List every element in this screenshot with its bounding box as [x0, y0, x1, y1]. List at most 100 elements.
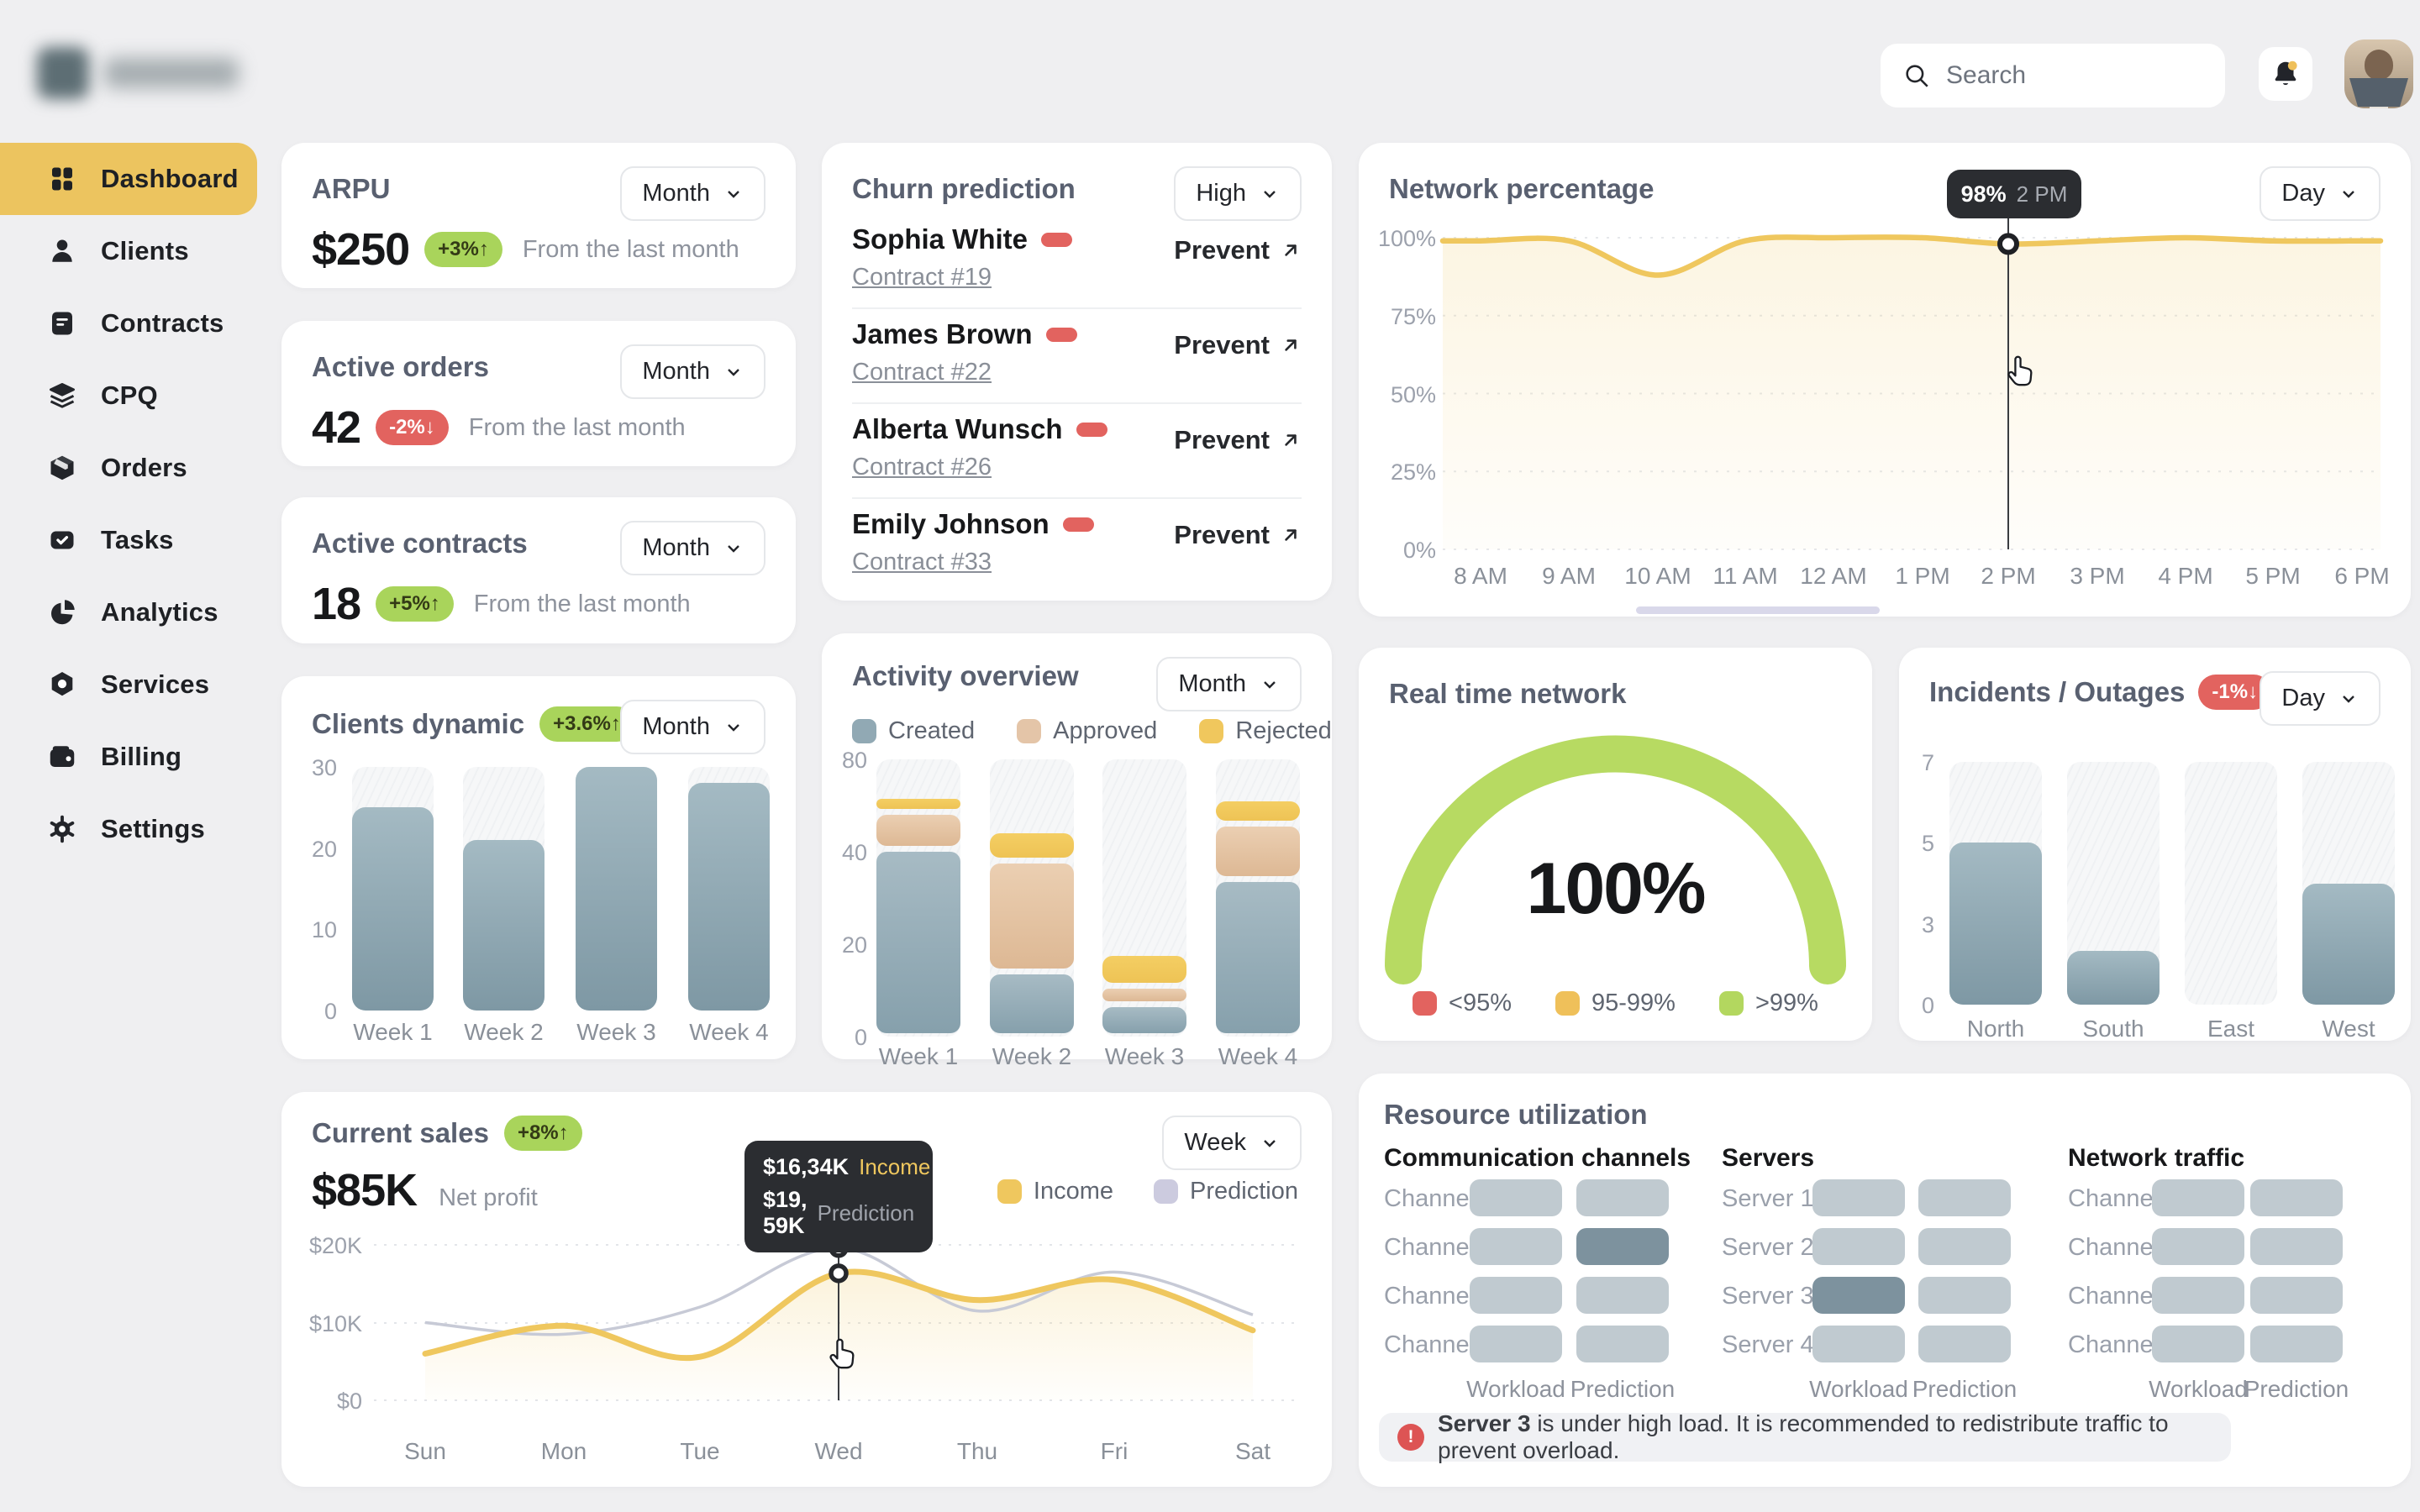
alert-bold: Server 3 — [1438, 1410, 1531, 1436]
utilization-chip — [1812, 1326, 1905, 1362]
bar-south[interactable] — [2067, 950, 2160, 1005]
period-dropdown[interactable]: Day — [2260, 166, 2381, 221]
period-dropdown[interactable]: Day — [2260, 671, 2381, 726]
segment-created[interactable] — [876, 852, 960, 1033]
y-axis-label: 0% — [1402, 538, 1436, 563]
sidebar-item-label: Dashboard — [101, 164, 239, 193]
divider — [852, 497, 1302, 499]
segment-created[interactable] — [990, 974, 1074, 1033]
card-title: Resource utilization — [1384, 1099, 1648, 1130]
sidebar-item-cpq[interactable]: CPQ — [0, 360, 277, 432]
divider — [852, 402, 1302, 404]
resource-group-title: Network traffic — [2068, 1144, 2245, 1172]
chart-scrollbar[interactable] — [1636, 606, 1880, 614]
period-dropdown[interactable]: Month — [620, 521, 765, 575]
bar-week-3[interactable] — [576, 767, 657, 1011]
sidebar-item-services[interactable]: Services — [0, 648, 277, 721]
utilization-chip — [1918, 1179, 2011, 1216]
risk-filter-dropdown[interactable]: High — [1174, 166, 1302, 221]
y-axis-label: 20 — [311, 836, 337, 862]
period-dropdown[interactable]: Month — [620, 700, 765, 754]
trend-badge: +8%↑ — [503, 1116, 582, 1151]
contract-link[interactable]: Contract #26 — [852, 454, 992, 480]
legend-item: Income — [997, 1178, 1113, 1205]
sidebar-item-contracts[interactable]: Contracts — [0, 287, 277, 360]
period-label: Month — [1178, 670, 1246, 697]
bar-track[interactable] — [2185, 762, 2277, 1005]
legend-swatch — [1555, 991, 1581, 1016]
high-risk-pill — [1041, 232, 1072, 247]
search-box[interactable] — [1881, 44, 2225, 108]
segment-approved[interactable] — [1102, 988, 1186, 1001]
segment-created[interactable] — [1216, 882, 1300, 1033]
alert-rest: is under high load. It is recommended to… — [1438, 1410, 2169, 1463]
sidebar-item-analytics[interactable]: Analytics — [0, 576, 277, 648]
x-axis-label: Week 2 — [992, 1043, 1072, 1069]
user-avatar[interactable] — [2344, 39, 2413, 108]
chevron-down-icon — [728, 544, 739, 553]
chevron-down-icon — [728, 723, 739, 732]
period-dropdown[interactable]: Month — [620, 344, 765, 399]
bar-west[interactable] — [2302, 883, 2395, 1005]
x-axis-label: 10 AM — [1624, 563, 1691, 589]
utilization-chip — [1576, 1326, 1669, 1362]
contract-link[interactable]: Contract #19 — [852, 264, 992, 291]
bar-north[interactable] — [1949, 843, 2042, 1005]
segment-rejected[interactable] — [1216, 801, 1300, 821]
prevent-button[interactable]: Prevent — [1174, 330, 1302, 360]
churn-row: Sophia White Contract #19 Prevent — [852, 223, 1302, 311]
prevent-button[interactable]: Prevent — [1174, 235, 1302, 265]
orders-icon — [47, 453, 77, 483]
sidebar-item-label: Tasks — [101, 525, 174, 554]
bar-week-2[interactable] — [463, 840, 544, 1011]
column-label: Prediction — [1912, 1376, 2018, 1402]
segment-rejected[interactable] — [1102, 956, 1186, 983]
legend-label: Rejected — [1235, 717, 1332, 744]
contract-link[interactable]: Contract #22 — [852, 359, 992, 386]
metric-value: 18 — [312, 579, 361, 629]
sidebar-item-billing[interactable]: Billing — [0, 721, 277, 793]
churn-list: Sophia White Contract #19 Prevent James Bro… — [822, 143, 1332, 601]
y-axis-label: 25% — [1390, 459, 1436, 486]
prevent-button[interactable]: Prevent — [1174, 425, 1302, 455]
sidebar-item-label: Settings — [101, 814, 205, 843]
tooltip-income-label: Income — [859, 1154, 931, 1179]
contract-link[interactable]: Contract #33 — [852, 549, 992, 575]
segment-created[interactable] — [1102, 1006, 1186, 1033]
card-title: Active contracts — [312, 528, 528, 559]
filter-label: High — [1196, 180, 1246, 207]
segment-rejected[interactable] — [876, 799, 960, 810]
chevron-down-icon — [1264, 190, 1276, 198]
y-axis-label: 75% — [1390, 303, 1436, 329]
churn-row: Alberta Wunsch Contract #26 Prevent — [852, 413, 1302, 501]
legend-item: Approved — [1017, 717, 1157, 745]
segment-approved[interactable] — [1216, 827, 1300, 876]
sidebar-item-clients[interactable]: Clients — [0, 215, 277, 287]
segment-rejected[interactable] — [990, 833, 1074, 858]
high-risk-pill — [1076, 422, 1107, 437]
sidebar-item-settings[interactable]: Settings — [0, 793, 277, 865]
server-alert: ! Server 3 is under high load. It is rec… — [1379, 1410, 2231, 1463]
sidebar-item-orders[interactable]: Orders — [0, 432, 277, 504]
bar-week-1[interactable] — [352, 807, 434, 1011]
period-dropdown[interactable]: Month — [1156, 657, 1302, 711]
utilization-chip — [1576, 1228, 1669, 1265]
avatar-graphic — [2349, 78, 2408, 107]
y-axis-label: 5 — [1921, 831, 1934, 857]
trend-badge: +5%↑ — [376, 586, 454, 622]
sidebar-item-tasks[interactable]: Tasks — [0, 504, 277, 576]
period-dropdown[interactable]: Month — [620, 166, 765, 221]
sidebar: Dashboard Clients Contracts CPQ Orders Tasks A… — [0, 0, 277, 1512]
notifications-button[interactable] — [2259, 47, 2312, 101]
x-axis-label: Tue — [680, 1438, 720, 1464]
segment-approved[interactable] — [990, 864, 1074, 969]
segment-approved[interactable] — [876, 815, 960, 847]
network-chart[interactable]: 8 AM 9 AM 10 AM 11 AM 12 AM 1 PM 2 PM 3 PM 4 PM 5… — [1359, 143, 2411, 617]
x-axis-label: 2 PM — [1981, 563, 2036, 589]
search-input[interactable] — [1946, 61, 2203, 90]
period-dropdown[interactable]: Week — [1162, 1116, 1302, 1170]
x-axis-label: South — [2082, 1016, 2144, 1042]
sidebar-item-dashboard[interactable]: Dashboard — [0, 143, 257, 215]
prevent-button[interactable]: Prevent — [1174, 520, 1302, 550]
bar-week-4[interactable] — [688, 783, 770, 1011]
